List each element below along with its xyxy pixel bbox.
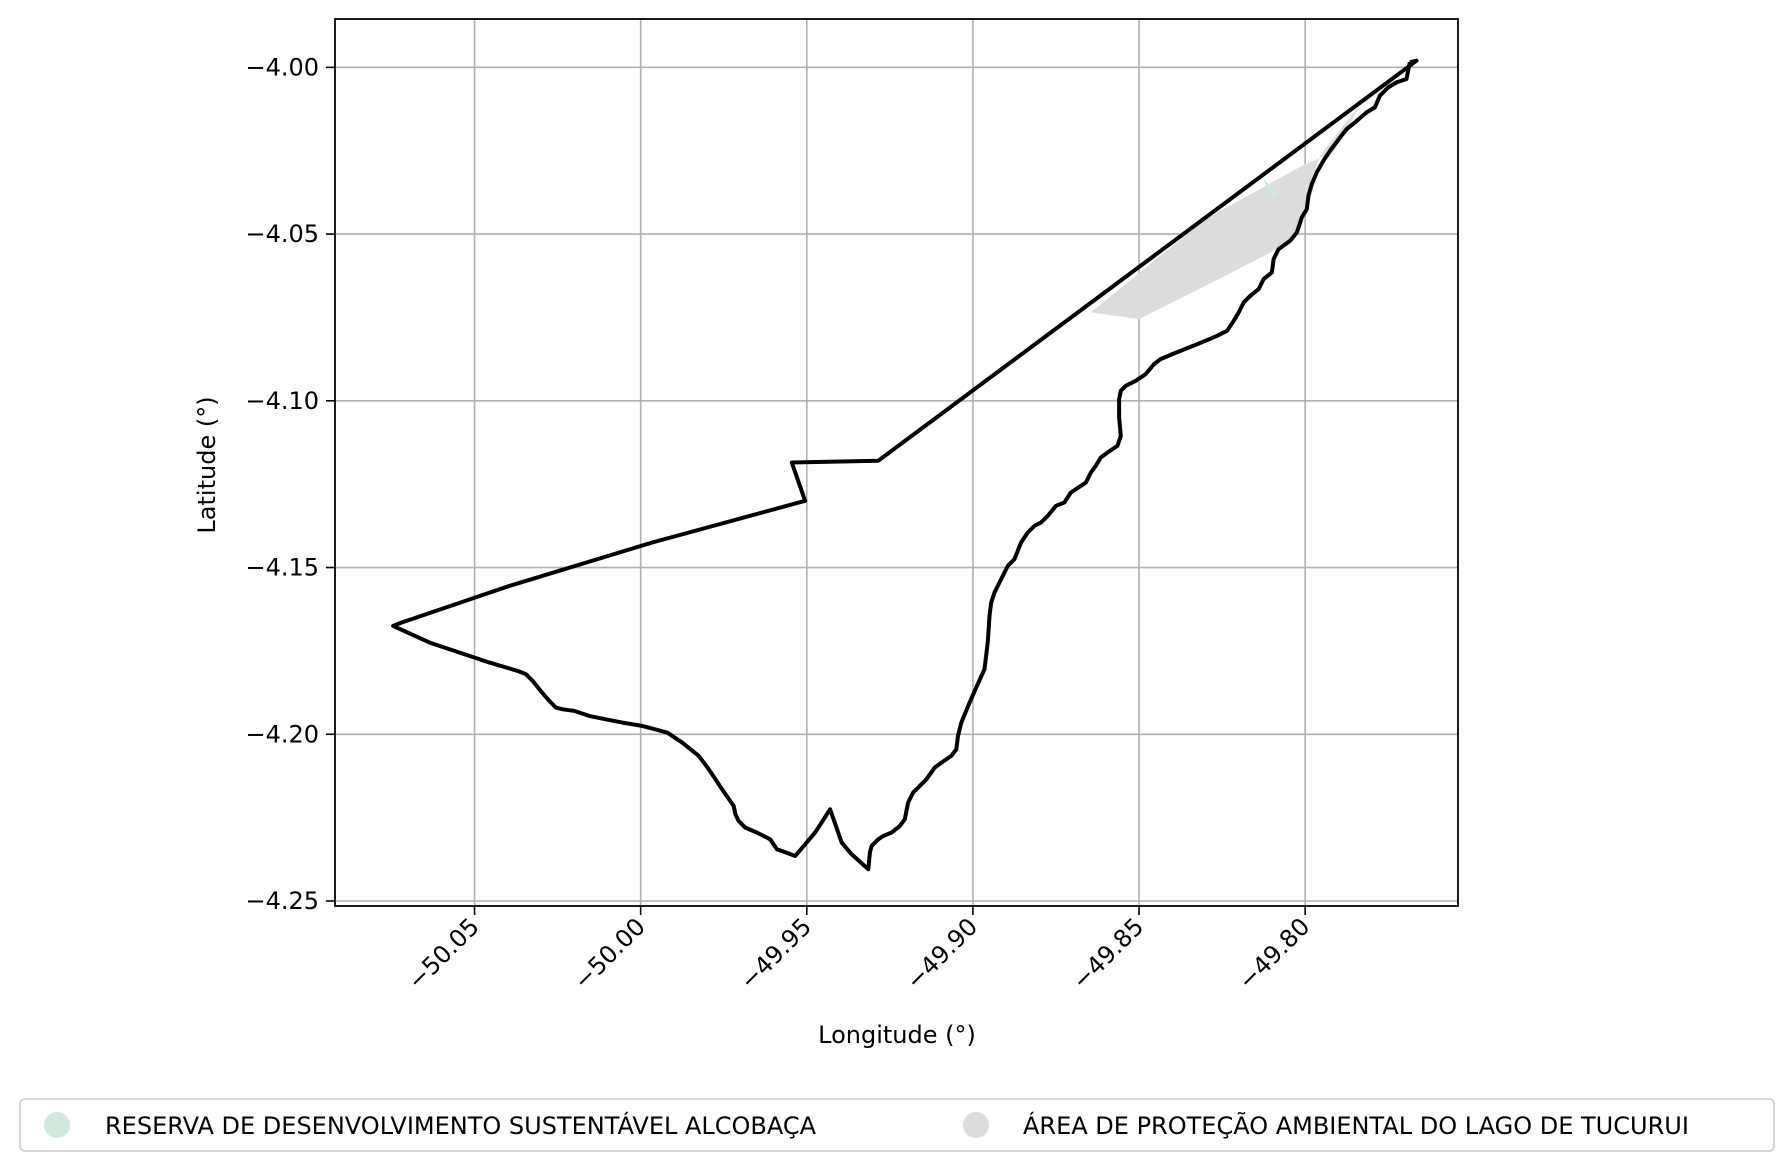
y-tick-label: −4.05 <box>245 220 319 248</box>
legend-label-reserva: RESERVA DE DESENVOLVIMENTO SUSTENTÁVEL A… <box>105 1111 817 1140</box>
legend-label-apa-tucurui: ÁREA DE PROTEÇÃO AMBIENTAL DO LAGO DE TU… <box>1023 1110 1689 1140</box>
y-tick-label: −4.20 <box>245 720 319 748</box>
x-tick-label: −50.00 <box>568 912 651 995</box>
legend-frame <box>19 1098 1775 1152</box>
legend: RESERVA DE DESENVOLVIMENTO SUSTENTÁVEL A… <box>19 1098 1775 1152</box>
y-tick-label: −4.00 <box>245 53 319 81</box>
y-axis-ticks: −4.00 −4.05 −4.10 −4.15 −4.20 −4.25 <box>245 53 335 915</box>
x-tick-label: −49.90 <box>901 912 984 995</box>
x-axis-ticks: −50.05 −50.00 −49.95 −49.90 −49.85 −49.80 <box>402 906 1315 995</box>
y-tick-label: −4.10 <box>245 387 319 415</box>
y-axis-label: Latitude (°) <box>193 396 221 533</box>
apa-tucurui-polygon <box>1090 105 1360 320</box>
axes-background <box>335 19 1458 906</box>
boundary-outline <box>391 58 1419 872</box>
x-tick-label: −49.80 <box>1233 912 1316 995</box>
x-tick-label: −49.95 <box>734 912 817 995</box>
x-tick-label: −49.85 <box>1067 912 1150 995</box>
axes-frame <box>334 18 1459 907</box>
y-tick-label: −4.15 <box>245 554 319 582</box>
legend-swatch-apa-tucurui <box>963 1112 989 1138</box>
map-polygons <box>391 58 1419 872</box>
legend-swatch-reserva <box>44 1112 70 1138</box>
reserva-alcobaca-polygon <box>1263 179 1277 200</box>
x-tick-label: −50.05 <box>402 912 485 995</box>
plot-area <box>334 18 1459 907</box>
y-tick-label: −4.25 <box>245 887 319 915</box>
x-axis-label: Longitude (°) <box>818 1021 976 1049</box>
